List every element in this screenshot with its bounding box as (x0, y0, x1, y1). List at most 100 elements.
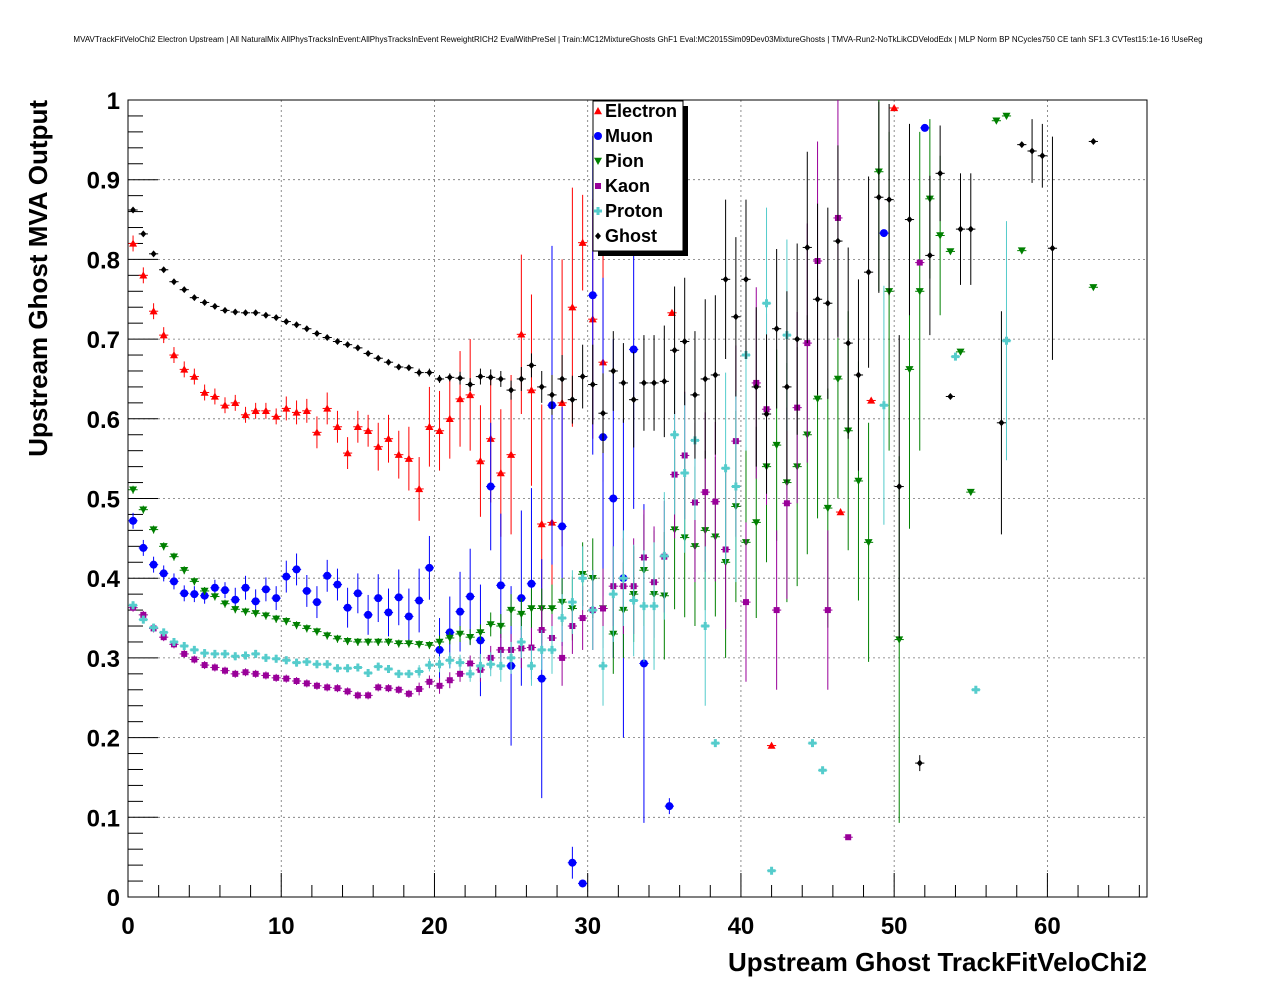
data-point (629, 345, 638, 354)
data-point (895, 636, 904, 644)
x-tick-label: 40 (728, 913, 755, 940)
data-point (731, 482, 740, 491)
data-point (435, 645, 444, 654)
data-point (1018, 141, 1025, 149)
data-point (804, 243, 811, 251)
y-tick-label: 0.9 (87, 168, 120, 195)
data-point (487, 373, 494, 381)
data-point (190, 645, 199, 654)
data-point (375, 684, 382, 691)
data-point (384, 665, 393, 674)
data-point (967, 225, 974, 233)
data-point (639, 602, 648, 611)
data-point (496, 468, 505, 477)
data-point (405, 690, 412, 697)
data-point (384, 638, 393, 646)
data-point (416, 685, 423, 692)
data-point (395, 363, 402, 371)
data-point (190, 590, 199, 599)
legend-entry-muon: Muon (594, 126, 653, 146)
data-point (763, 410, 770, 418)
y-tick-label: 0.7 (87, 327, 120, 354)
data-point (426, 678, 433, 685)
data-point (149, 623, 158, 632)
data-point (395, 686, 402, 693)
data-point (1002, 336, 1011, 345)
data-point (252, 309, 259, 317)
data-point (639, 659, 648, 668)
data-point (210, 583, 219, 592)
data-point (670, 430, 679, 439)
data-point (375, 354, 382, 362)
legend-entry-pion: Pion (594, 151, 644, 171)
data-point (435, 638, 444, 646)
x-tick-label: 20 (421, 913, 448, 940)
data-point (537, 645, 546, 654)
data-point (251, 610, 260, 618)
data-point (405, 364, 412, 372)
data-point (742, 599, 749, 606)
data-point (558, 614, 567, 623)
data-point (425, 563, 434, 572)
data-point (833, 375, 842, 383)
data-point (302, 586, 311, 595)
data-point (875, 193, 882, 201)
data-point (302, 657, 311, 666)
data-point (344, 341, 351, 349)
legend-marker (594, 107, 602, 115)
data-point (732, 313, 739, 321)
data-point (312, 598, 321, 607)
data-point (507, 450, 516, 458)
data-point (385, 685, 392, 692)
data-point (966, 488, 975, 497)
data-point (558, 522, 567, 531)
data-point (312, 628, 321, 636)
data-point (180, 365, 189, 373)
data-point (129, 601, 138, 610)
data-point (334, 685, 341, 692)
data-point (149, 307, 158, 315)
data-point (1002, 112, 1011, 120)
data-point (1089, 284, 1098, 292)
data-point (971, 685, 980, 694)
data-point (824, 607, 831, 614)
data-point (404, 612, 413, 621)
data-point (588, 291, 597, 300)
data-point (169, 637, 178, 646)
data-point (466, 390, 475, 399)
data-point (129, 486, 138, 494)
data-point (855, 371, 862, 379)
data-point (467, 660, 474, 667)
data-point (323, 660, 332, 669)
data-point (231, 606, 240, 614)
y-tick-label: 0.4 (87, 566, 121, 593)
data-point (354, 692, 361, 699)
data-point (445, 414, 454, 422)
data-point (323, 571, 332, 580)
data-point (496, 581, 505, 590)
data-point (854, 477, 863, 485)
data-point (312, 428, 321, 436)
data-point (916, 759, 923, 767)
legend-entries: Electron Muon Pion Kaon Proton Ghost (594, 101, 677, 246)
data-point (159, 543, 168, 551)
data-point (609, 494, 618, 503)
x-tick-label: 10 (268, 913, 295, 940)
data-point (865, 268, 872, 276)
data-point (251, 406, 260, 415)
data-point (201, 298, 208, 306)
data-point (323, 632, 332, 640)
legend-label: Electron (605, 101, 677, 121)
data-point (486, 482, 495, 491)
data-point (568, 598, 577, 607)
data-point (201, 662, 208, 669)
data-point (272, 654, 281, 663)
data-point (292, 622, 301, 630)
data-point (404, 454, 413, 462)
data-point (139, 271, 148, 279)
data-point (671, 346, 678, 354)
data-point (609, 590, 618, 599)
data-point (130, 206, 137, 214)
data-point (445, 634, 454, 642)
data-point (394, 593, 403, 602)
